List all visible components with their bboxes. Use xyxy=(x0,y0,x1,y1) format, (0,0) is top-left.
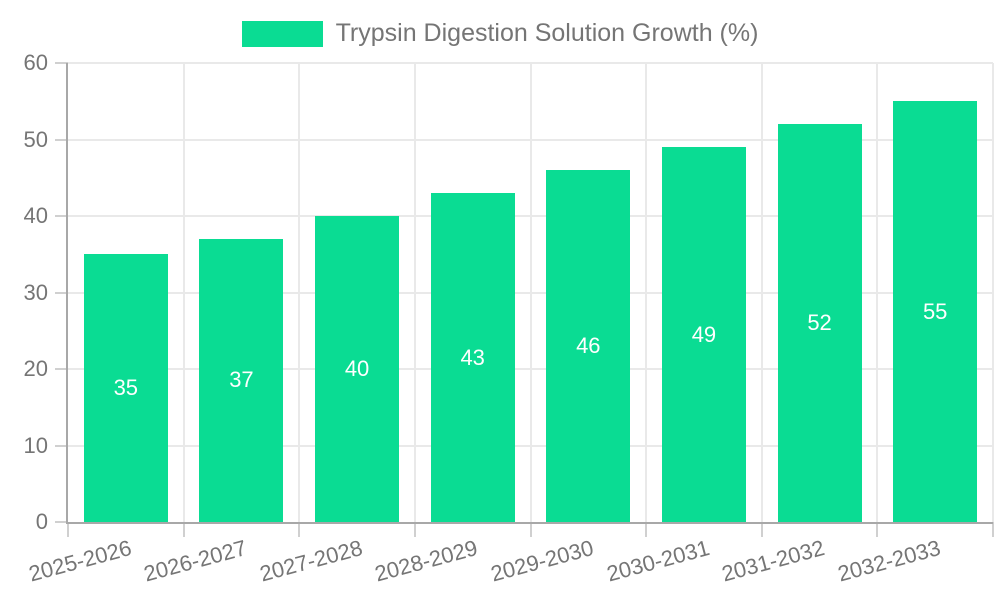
x-axis-tick xyxy=(760,522,763,537)
bar-value-label: 49 xyxy=(691,321,717,347)
y-axis-tick-label: 0 xyxy=(35,509,48,534)
x-axis-tick xyxy=(182,522,185,537)
gridline-vertical xyxy=(529,63,532,522)
legend-series-label[interactable]: Trypsin Digestion Solution Growth (%) xyxy=(335,19,759,47)
x-axis-tick xyxy=(298,522,301,537)
y-axis-tick xyxy=(55,291,68,294)
y-axis-tick-label: 50 xyxy=(23,126,48,152)
x-axis-tick xyxy=(645,522,648,537)
bar-value-label: 40 xyxy=(344,356,370,381)
x-axis-label: 2030-2031 xyxy=(603,535,712,587)
bar-value-label: 52 xyxy=(807,310,832,336)
x-axis-label: 2026-2027 xyxy=(141,535,250,587)
x-axis-label: 2025-2026 xyxy=(25,535,134,587)
bar-2026-2027[interactable] xyxy=(199,238,284,522)
x-axis-label: 2031-2032 xyxy=(719,535,828,587)
bar-value-label: 37 xyxy=(229,367,254,393)
gridline-vertical xyxy=(992,63,994,522)
x-axis-label: 2032-2033 xyxy=(835,535,944,587)
bar-2032-2033[interactable] xyxy=(893,101,978,522)
x-axis-tick xyxy=(413,522,416,537)
y-axis-tick xyxy=(55,521,68,523)
y-axis-line xyxy=(66,63,68,524)
y-axis-tick-label: 10 xyxy=(23,432,48,458)
x-axis-tick xyxy=(876,522,879,537)
gridline-vertical xyxy=(182,63,185,522)
y-axis-tick xyxy=(55,62,68,64)
bar-value-label: 43 xyxy=(460,344,485,370)
bar-value-label: 35 xyxy=(113,375,139,401)
gridline-vertical xyxy=(645,63,648,522)
bar-2028-2029[interactable] xyxy=(430,193,515,522)
x-axis-line xyxy=(66,522,993,524)
y-axis-tick xyxy=(55,368,68,370)
bar-2025-2026[interactable] xyxy=(83,254,168,522)
y-axis-tick xyxy=(55,444,68,447)
y-axis-tick-label: 40 xyxy=(23,203,48,228)
gridline-vertical xyxy=(298,63,301,522)
y-axis-tick xyxy=(55,215,68,217)
y-axis-tick-label: 30 xyxy=(23,279,48,305)
gridline-vertical xyxy=(760,63,763,522)
gridline-vertical xyxy=(876,63,879,522)
x-axis-tick xyxy=(529,522,532,537)
x-axis-tick xyxy=(67,522,69,537)
legend-swatch[interactable] xyxy=(241,20,323,47)
y-axis-tick xyxy=(55,138,68,141)
y-axis-tick-label: 60 xyxy=(23,50,48,75)
x-axis-label: 2028-2029 xyxy=(372,535,481,587)
bar-2030-2031[interactable] xyxy=(661,147,746,522)
bar-value-label: 55 xyxy=(922,298,948,324)
bar-2031-2032[interactable] xyxy=(777,124,862,522)
bar-2029-2030[interactable] xyxy=(546,170,631,522)
bar-2027-2028[interactable] xyxy=(315,216,400,522)
x-axis-label: 2027-2028 xyxy=(256,535,366,587)
x-axis-label: 2029-2030 xyxy=(488,535,597,587)
y-axis-tick-label: 20 xyxy=(23,356,48,381)
chart-legend[interactable]: Trypsin Digestion Solution Growth (%) xyxy=(0,19,1000,48)
bar-value-label: 46 xyxy=(576,333,601,359)
x-axis-tick xyxy=(992,522,994,537)
gridline-vertical xyxy=(413,63,416,522)
